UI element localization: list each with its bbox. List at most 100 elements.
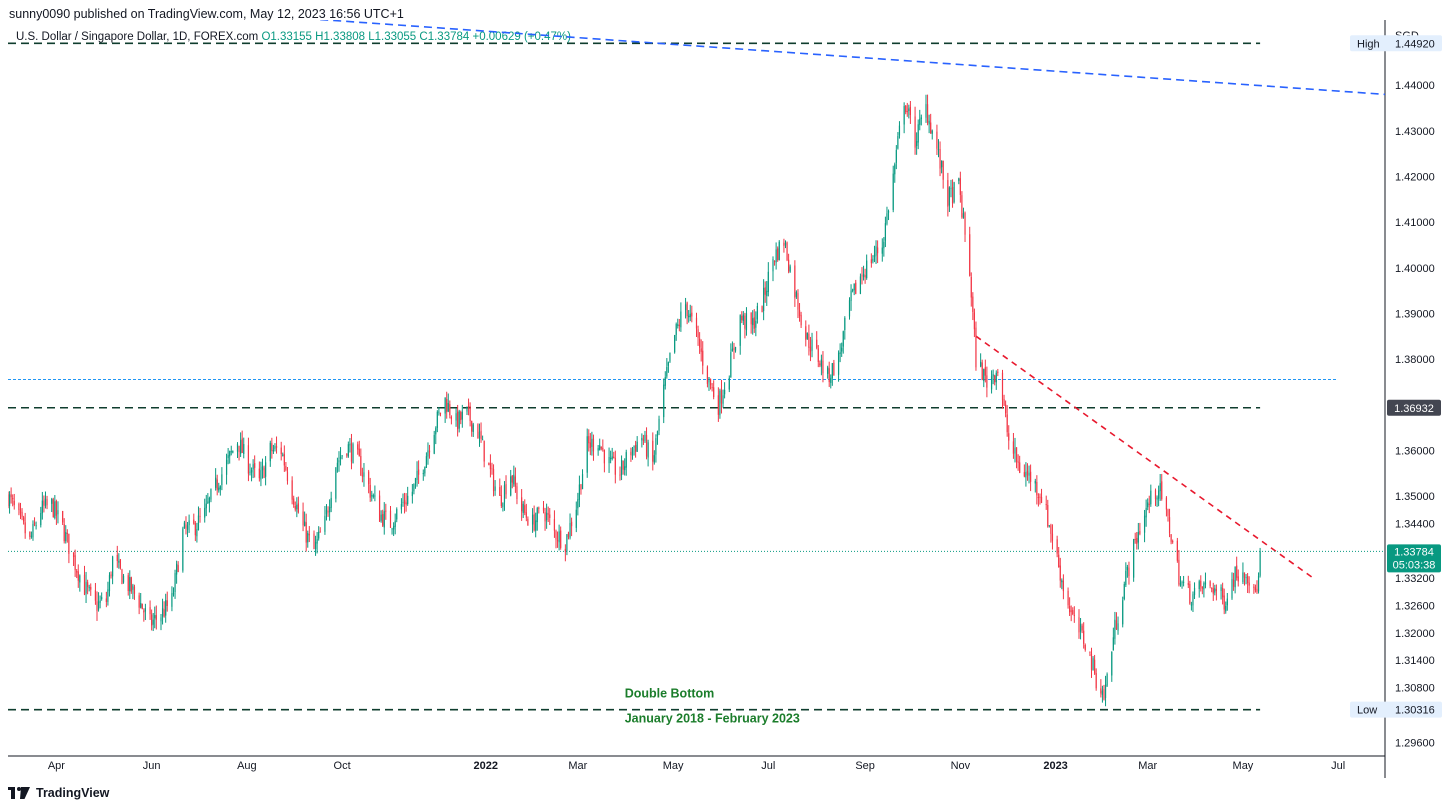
candle-body bbox=[144, 608, 146, 612]
candle-body bbox=[1005, 404, 1007, 414]
candle-body bbox=[1234, 566, 1236, 588]
candle-body bbox=[1193, 587, 1196, 595]
candle-body bbox=[219, 486, 221, 490]
candle-body bbox=[286, 471, 289, 481]
candle-body bbox=[424, 467, 426, 474]
candle-body bbox=[641, 437, 643, 441]
candle-body bbox=[730, 352, 732, 378]
candle-body bbox=[1112, 637, 1114, 651]
candle-body bbox=[624, 466, 626, 471]
candle-body bbox=[87, 582, 89, 587]
candle-body bbox=[808, 333, 810, 348]
candle-body bbox=[186, 525, 189, 530]
candle-body bbox=[325, 509, 328, 515]
candle-body bbox=[313, 533, 315, 549]
candle-body bbox=[152, 619, 154, 625]
candle-body bbox=[21, 511, 23, 517]
candle-body bbox=[40, 513, 42, 526]
candle-body bbox=[1161, 481, 1163, 500]
candle-body bbox=[1223, 595, 1225, 610]
candle-body bbox=[77, 571, 79, 581]
candle-body bbox=[1128, 567, 1130, 577]
candle-body bbox=[199, 515, 201, 517]
publisher-line: sunny0090 published on TradingView.com, … bbox=[9, 7, 404, 21]
y-tick-label: 1.38000 bbox=[1395, 354, 1435, 366]
candle-body bbox=[905, 105, 907, 113]
candle-body bbox=[827, 367, 829, 374]
candle-body bbox=[1245, 576, 1247, 579]
candle-body bbox=[920, 117, 922, 119]
candle-body bbox=[1211, 587, 1213, 589]
candle-body bbox=[1150, 490, 1152, 505]
candle-body bbox=[269, 442, 271, 462]
candle-body bbox=[925, 104, 927, 118]
candle-body bbox=[750, 312, 752, 325]
tradingview-brand-text[interactable]: TradingView bbox=[36, 786, 110, 800]
candle-body bbox=[883, 241, 885, 249]
candle-body bbox=[600, 446, 602, 449]
candle-body bbox=[828, 368, 830, 383]
candle-body bbox=[85, 581, 87, 594]
candle-body bbox=[41, 500, 43, 514]
candle-body bbox=[378, 495, 381, 522]
candle-body bbox=[119, 559, 122, 569]
candle-body bbox=[118, 560, 120, 563]
candle-body bbox=[642, 439, 645, 441]
candle-body bbox=[433, 434, 435, 454]
plot-area[interactable] bbox=[7, 8, 1385, 711]
candle-body bbox=[141, 603, 143, 610]
candle-body bbox=[1232, 579, 1235, 587]
candle-body bbox=[909, 106, 911, 115]
symbol-legend: U.S. Dollar / Singapore Dollar, 1D, FORE… bbox=[16, 31, 571, 43]
candle-body bbox=[1003, 399, 1005, 406]
candle-body bbox=[684, 304, 687, 310]
candle-body bbox=[1012, 441, 1015, 454]
candle-body bbox=[591, 438, 593, 447]
symbol-title[interactable]: U.S. Dollar / Singapore Dollar, 1D, FORE… bbox=[16, 31, 259, 43]
candle-body bbox=[35, 525, 37, 527]
candle-body bbox=[611, 456, 613, 459]
candle-body bbox=[341, 455, 343, 457]
candle-body bbox=[307, 533, 309, 543]
candle-body bbox=[143, 610, 145, 613]
candle-body bbox=[407, 495, 409, 504]
candle-body bbox=[647, 442, 649, 458]
candle-body bbox=[182, 528, 184, 571]
candle-body bbox=[761, 306, 763, 313]
candle-body bbox=[1045, 504, 1047, 506]
candle-body bbox=[1248, 582, 1250, 586]
x-tick-label: Jul bbox=[761, 760, 775, 772]
candle-body bbox=[1183, 581, 1185, 583]
candle-body bbox=[1133, 539, 1135, 578]
candle-body bbox=[939, 148, 941, 169]
candle-body bbox=[1114, 619, 1116, 639]
candle-body bbox=[90, 586, 92, 590]
candle-body bbox=[24, 522, 26, 534]
candle-body bbox=[1139, 531, 1141, 534]
candle-body bbox=[176, 563, 178, 575]
candle-body bbox=[719, 390, 721, 416]
x-tick-label: 2022 bbox=[473, 760, 497, 772]
candle-body bbox=[972, 296, 974, 312]
candle-body bbox=[1145, 507, 1147, 518]
candle-body bbox=[503, 485, 506, 503]
candle-body bbox=[973, 312, 975, 330]
candle-body bbox=[19, 509, 22, 514]
candle-body bbox=[1204, 582, 1207, 585]
candle-body bbox=[305, 522, 307, 543]
candle-body bbox=[811, 339, 813, 351]
candle-body bbox=[1061, 580, 1063, 583]
candle-body bbox=[10, 494, 12, 498]
candle-body bbox=[1023, 472, 1025, 477]
candle-body bbox=[995, 372, 997, 383]
candle-body bbox=[1037, 497, 1040, 499]
candle-body bbox=[101, 597, 103, 599]
candle-body bbox=[1159, 483, 1161, 492]
candle-body bbox=[1083, 630, 1085, 644]
candle-body bbox=[777, 248, 779, 261]
candle-body bbox=[797, 293, 799, 310]
candle-body bbox=[188, 520, 190, 526]
candle-body bbox=[335, 467, 337, 499]
candle-body bbox=[959, 178, 961, 195]
